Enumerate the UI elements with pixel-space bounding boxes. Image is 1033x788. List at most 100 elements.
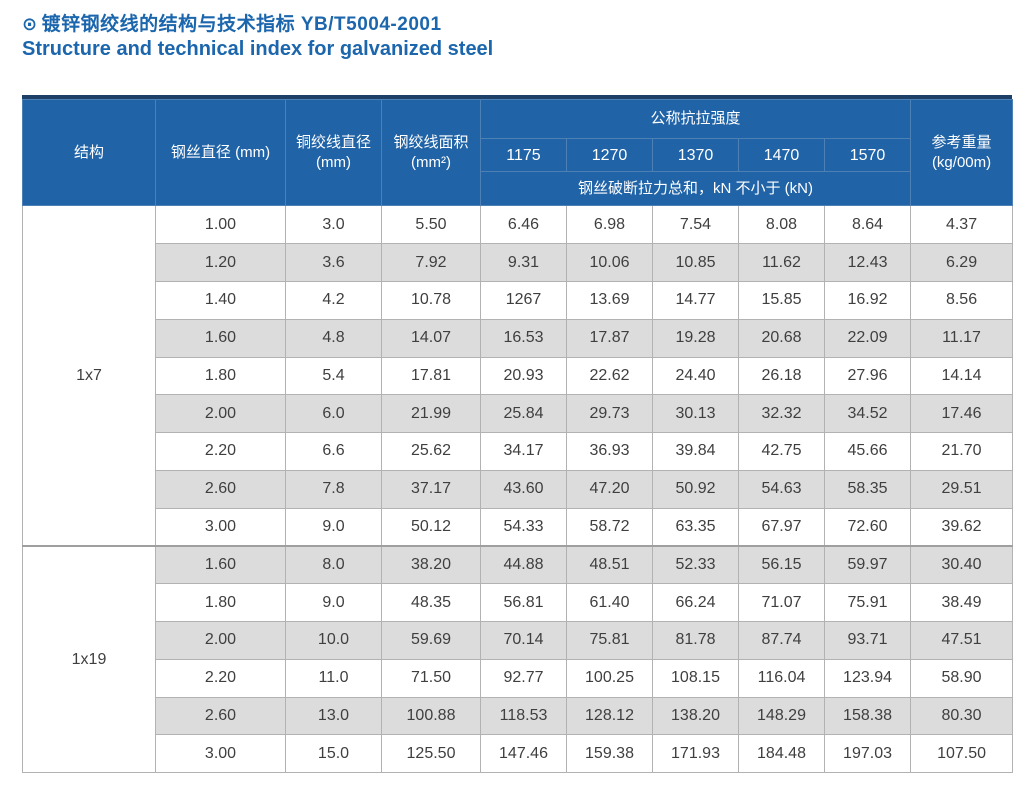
- table-cell: 2.20: [155, 432, 286, 471]
- table-cell: 27.96: [823, 356, 912, 396]
- table-cell: 22.62: [566, 356, 653, 396]
- table-cell: 59.97: [823, 544, 912, 585]
- table-cell: 58.90: [910, 658, 1014, 698]
- table-row: 1.60 4.8 14.07 16.53 17.87 19.28 20.68 22.09 11.…: [23, 318, 1014, 358]
- table-cell: 39.62: [910, 507, 1014, 547]
- table-cell: 14.77: [652, 280, 739, 320]
- table-cell: 30.13: [652, 394, 739, 434]
- table-cell: 13.69: [566, 280, 653, 320]
- table-cell: 36.93: [566, 432, 653, 471]
- page-title-zh-text: 镀锌钢绞线的结构与技术指标 YB/T5004-2001: [41, 14, 442, 35]
- table-cell: 58.35: [823, 469, 912, 509]
- table-cell: 8.56: [910, 280, 1014, 320]
- table-cell: 80.30: [910, 696, 1014, 736]
- table-cell: 25.62: [381, 432, 481, 471]
- table-cell: 158.38: [823, 696, 912, 736]
- header-tensile-strength-group: 公称抗拉强度: [479, 99, 912, 140]
- table-cell: 1.80: [155, 583, 286, 623]
- table-cell: 72.60: [823, 507, 912, 547]
- table-cell: 14.07: [381, 318, 481, 358]
- table-cell: 10.85: [652, 243, 739, 282]
- table-cell: 159.38: [566, 734, 653, 774]
- table-row: 2.20 6.6 25.62 34.17 36.93 39.84 42.75 45.66 21.…: [23, 432, 1014, 471]
- table-cell: 118.53: [480, 696, 567, 736]
- table-cell: 44.88: [480, 544, 567, 585]
- table-cell: 48.35: [381, 583, 481, 623]
- table-cell: 5.50: [381, 205, 481, 245]
- table-cell: 26.18: [738, 356, 825, 396]
- table-cell: 128.12: [566, 696, 653, 736]
- table-cell: 25.84: [480, 394, 567, 434]
- table-cell: 38.49: [910, 583, 1014, 623]
- table-cell: 61.40: [566, 583, 653, 623]
- table-row: 1.80 5.4 17.81 20.93 22.62 24.40 26.18 27.96 14.…: [23, 356, 1014, 396]
- table-cell: 39.84: [652, 432, 739, 471]
- table-cell: 3.0: [285, 205, 382, 245]
- table-cell: 54.63: [738, 469, 825, 509]
- structure-cell: 1x19: [22, 544, 156, 774]
- table-cell: 1.60: [155, 544, 286, 585]
- table-cell: 3.00: [155, 734, 286, 774]
- table-row: 2.20 11.0 71.50 92.77 100.25 108.15 116.04 123.…: [23, 658, 1014, 698]
- header-reference-weight: 参考重量 (kg/00m): [910, 99, 1014, 207]
- table-cell: 4.8: [285, 318, 382, 358]
- table-cell: 10.78: [381, 280, 481, 320]
- table-cell: 56.15: [738, 544, 825, 585]
- header-strength-grade-1270: 1270: [566, 138, 653, 173]
- header-strand-diameter: 铜绞线直径 (mm): [285, 99, 382, 207]
- table-cell: 42.75: [738, 432, 825, 471]
- table-row: 1.20 3.6 7.92 9.31 10.06 10.85 11.62 12.43 6.29: [23, 243, 1014, 282]
- header-strength-grade-1175: 1175: [480, 138, 567, 173]
- table-cell: 43.60: [480, 469, 567, 509]
- table-cell: 1.40: [155, 280, 286, 320]
- table-row: 2.60 13.0 100.88 118.53 128.12 138.20 148.29 15…: [23, 696, 1014, 736]
- table-cell: 9.0: [285, 507, 382, 547]
- table-cell: 45.66: [823, 432, 912, 471]
- table-cell: 12.43: [823, 243, 912, 282]
- title-block: ⊙ 镀锌钢绞线的结构与技术指标 YB/T5004-2001 Structure a…: [0, 0, 1033, 62]
- table-cell: 11.0: [285, 658, 382, 698]
- table-cell: 125.50: [381, 734, 481, 774]
- header-strength-grade-1370: 1370: [652, 138, 739, 173]
- table-cell: 8.08: [738, 205, 825, 245]
- table-cell: 56.81: [480, 583, 567, 623]
- table-cell: 75.91: [823, 583, 912, 623]
- table-cell: 11.62: [738, 243, 825, 282]
- table-cell: 63.35: [652, 507, 739, 547]
- table-cell: 6.6: [285, 432, 382, 471]
- table-cell: 6.46: [480, 205, 567, 245]
- table-cell: 100.88: [381, 696, 481, 736]
- table-cell: 30.40: [910, 544, 1014, 585]
- table-cell: 17.81: [381, 356, 481, 396]
- table-cell: 70.14: [480, 621, 567, 660]
- table-cell: 21.70: [910, 432, 1014, 471]
- table-cell: 19.28: [652, 318, 739, 358]
- table-cell: 2.60: [155, 696, 286, 736]
- table-cell: 6.98: [566, 205, 653, 245]
- table-cell: 34.52: [823, 394, 912, 434]
- table-cell: 29.73: [566, 394, 653, 434]
- table-row: 3.00 15.0 125.50 147.46 159.38 171.93 184.48 19…: [23, 734, 1014, 774]
- table-cell: 148.29: [738, 696, 825, 736]
- table-row: 2.60 7.8 37.17 43.60 47.20 50.92 54.63 58.35 29.…: [23, 469, 1014, 509]
- table-cell: 24.40: [652, 356, 739, 396]
- table-cell: 17.87: [566, 318, 653, 358]
- table-cell: 71.50: [381, 658, 481, 698]
- table-cell: 197.03: [823, 734, 912, 774]
- table-cell: 37.17: [381, 469, 481, 509]
- table-cell: 20.68: [738, 318, 825, 358]
- table-cell: 47.20: [566, 469, 653, 509]
- table-cell: 50.12: [381, 507, 481, 547]
- table-cell: 20.93: [480, 356, 567, 396]
- table-cell: 38.20: [381, 544, 481, 585]
- header-wire-diameter: 钢丝直径 (mm): [155, 99, 286, 207]
- table-cell: 48.51: [566, 544, 653, 585]
- table-cell: 71.07: [738, 583, 825, 623]
- table-cell: 123.94: [823, 658, 912, 698]
- table-cell: 8.64: [823, 205, 912, 245]
- table-cell: 1267: [480, 280, 567, 320]
- table-cell: 9.31: [480, 243, 567, 282]
- table-cell: 54.33: [480, 507, 567, 547]
- table-cell: 2.60: [155, 469, 286, 509]
